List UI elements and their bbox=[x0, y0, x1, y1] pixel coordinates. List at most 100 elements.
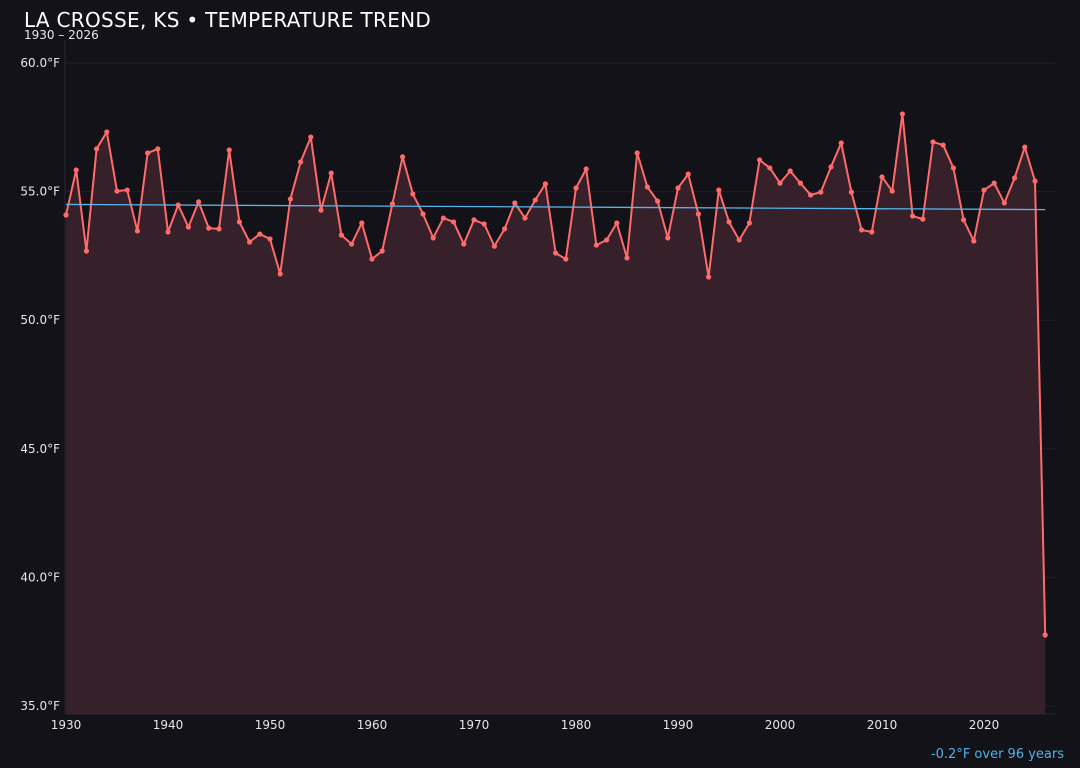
data-point bbox=[522, 215, 528, 221]
data-point bbox=[287, 196, 293, 202]
x-tick-label: 1930 bbox=[51, 718, 82, 732]
data-point bbox=[1042, 632, 1048, 638]
data-point bbox=[1022, 144, 1028, 150]
data-point bbox=[440, 215, 446, 221]
data-point bbox=[247, 239, 253, 245]
data-point bbox=[430, 235, 436, 241]
data-point bbox=[277, 271, 283, 277]
data-point bbox=[604, 237, 610, 243]
trend-line bbox=[65, 203, 1046, 211]
data-point bbox=[165, 229, 171, 235]
data-point bbox=[685, 171, 691, 177]
data-point bbox=[920, 216, 926, 222]
data-point bbox=[593, 242, 600, 248]
x-tick-label: 1960 bbox=[357, 718, 388, 732]
data-point bbox=[583, 166, 589, 172]
data-point bbox=[175, 202, 181, 208]
data-point bbox=[716, 187, 722, 193]
y-tick-label: 60.0°F bbox=[20, 56, 60, 70]
y-tick-label: 40.0°F bbox=[20, 570, 60, 584]
data-point bbox=[359, 220, 365, 226]
y-tick-label: 35.0°F bbox=[20, 699, 60, 713]
data-point bbox=[349, 241, 355, 247]
data-point bbox=[94, 146, 100, 152]
data-point bbox=[155, 146, 161, 152]
data-point bbox=[971, 238, 977, 244]
data-point bbox=[859, 227, 865, 233]
y-tick-label: 55.0°F bbox=[20, 185, 60, 199]
data-point bbox=[226, 147, 232, 153]
y-tick-label: 45.0°F bbox=[20, 442, 60, 456]
data-point bbox=[542, 181, 549, 187]
data-point bbox=[257, 231, 263, 237]
data-point bbox=[634, 150, 640, 156]
data-point bbox=[420, 211, 426, 217]
data-point bbox=[491, 243, 497, 249]
data-point bbox=[461, 241, 467, 247]
data-point bbox=[1001, 200, 1008, 206]
data-point bbox=[961, 217, 967, 223]
data-point bbox=[614, 220, 620, 226]
data-point bbox=[185, 224, 191, 230]
data-point bbox=[726, 219, 732, 225]
data-point bbox=[379, 248, 385, 254]
data-point bbox=[695, 211, 702, 217]
y-tick-label: 50.0°F bbox=[20, 313, 60, 327]
data-point bbox=[665, 235, 671, 241]
data-point bbox=[746, 220, 753, 226]
x-tick-label: 2020 bbox=[969, 718, 1000, 732]
data-point bbox=[502, 226, 508, 232]
data-point bbox=[940, 142, 946, 148]
data-point bbox=[838, 140, 844, 146]
data-point bbox=[675, 185, 681, 191]
data-point bbox=[889, 188, 895, 194]
data-point bbox=[808, 192, 814, 198]
data-point bbox=[206, 225, 212, 231]
data-point bbox=[706, 274, 712, 280]
data-point bbox=[369, 256, 375, 262]
data-point bbox=[328, 170, 334, 176]
x-tick-label: 1980 bbox=[561, 718, 592, 732]
data-point bbox=[899, 111, 906, 117]
data-point bbox=[930, 139, 936, 145]
data-point bbox=[308, 134, 314, 140]
data-point bbox=[981, 187, 987, 193]
data-point bbox=[1012, 175, 1018, 181]
data-point bbox=[644, 184, 651, 190]
data-point bbox=[134, 228, 140, 234]
data-point bbox=[879, 174, 885, 180]
data-point bbox=[318, 207, 324, 213]
data-point bbox=[767, 165, 773, 171]
data-point bbox=[787, 168, 793, 174]
data-point bbox=[512, 200, 518, 206]
x-tick-label: 1990 bbox=[663, 718, 694, 732]
data-point bbox=[736, 237, 742, 243]
data-point bbox=[63, 212, 69, 218]
data-point bbox=[338, 232, 344, 238]
x-tick-label: 2000 bbox=[765, 718, 796, 732]
x-tick-label: 1950 bbox=[255, 718, 286, 732]
data-point bbox=[848, 189, 855, 195]
data-point bbox=[73, 167, 79, 173]
data-point bbox=[869, 229, 875, 235]
data-point bbox=[83, 248, 89, 254]
data-point bbox=[267, 236, 273, 242]
data-point bbox=[451, 219, 457, 225]
area-fill bbox=[66, 113, 1046, 714]
data-point bbox=[298, 159, 304, 165]
data-point bbox=[1032, 178, 1038, 184]
chart-title: LA CROSSE, KS • TEMPERATURE TREND bbox=[24, 8, 432, 32]
data-point bbox=[481, 221, 487, 227]
data-point bbox=[655, 198, 661, 204]
data-point bbox=[818, 189, 824, 195]
data-point bbox=[410, 191, 416, 197]
data-point bbox=[145, 150, 151, 156]
data-point bbox=[910, 213, 916, 219]
data-point bbox=[573, 185, 579, 191]
x-tick-label: 1970 bbox=[459, 718, 490, 732]
chart-subtitle: 1930 – 2026 bbox=[24, 28, 99, 42]
data-point bbox=[471, 217, 477, 223]
x-tick-label: 1940 bbox=[153, 718, 184, 732]
trend-annotation: -0.2°F over 96 years bbox=[930, 747, 1064, 762]
